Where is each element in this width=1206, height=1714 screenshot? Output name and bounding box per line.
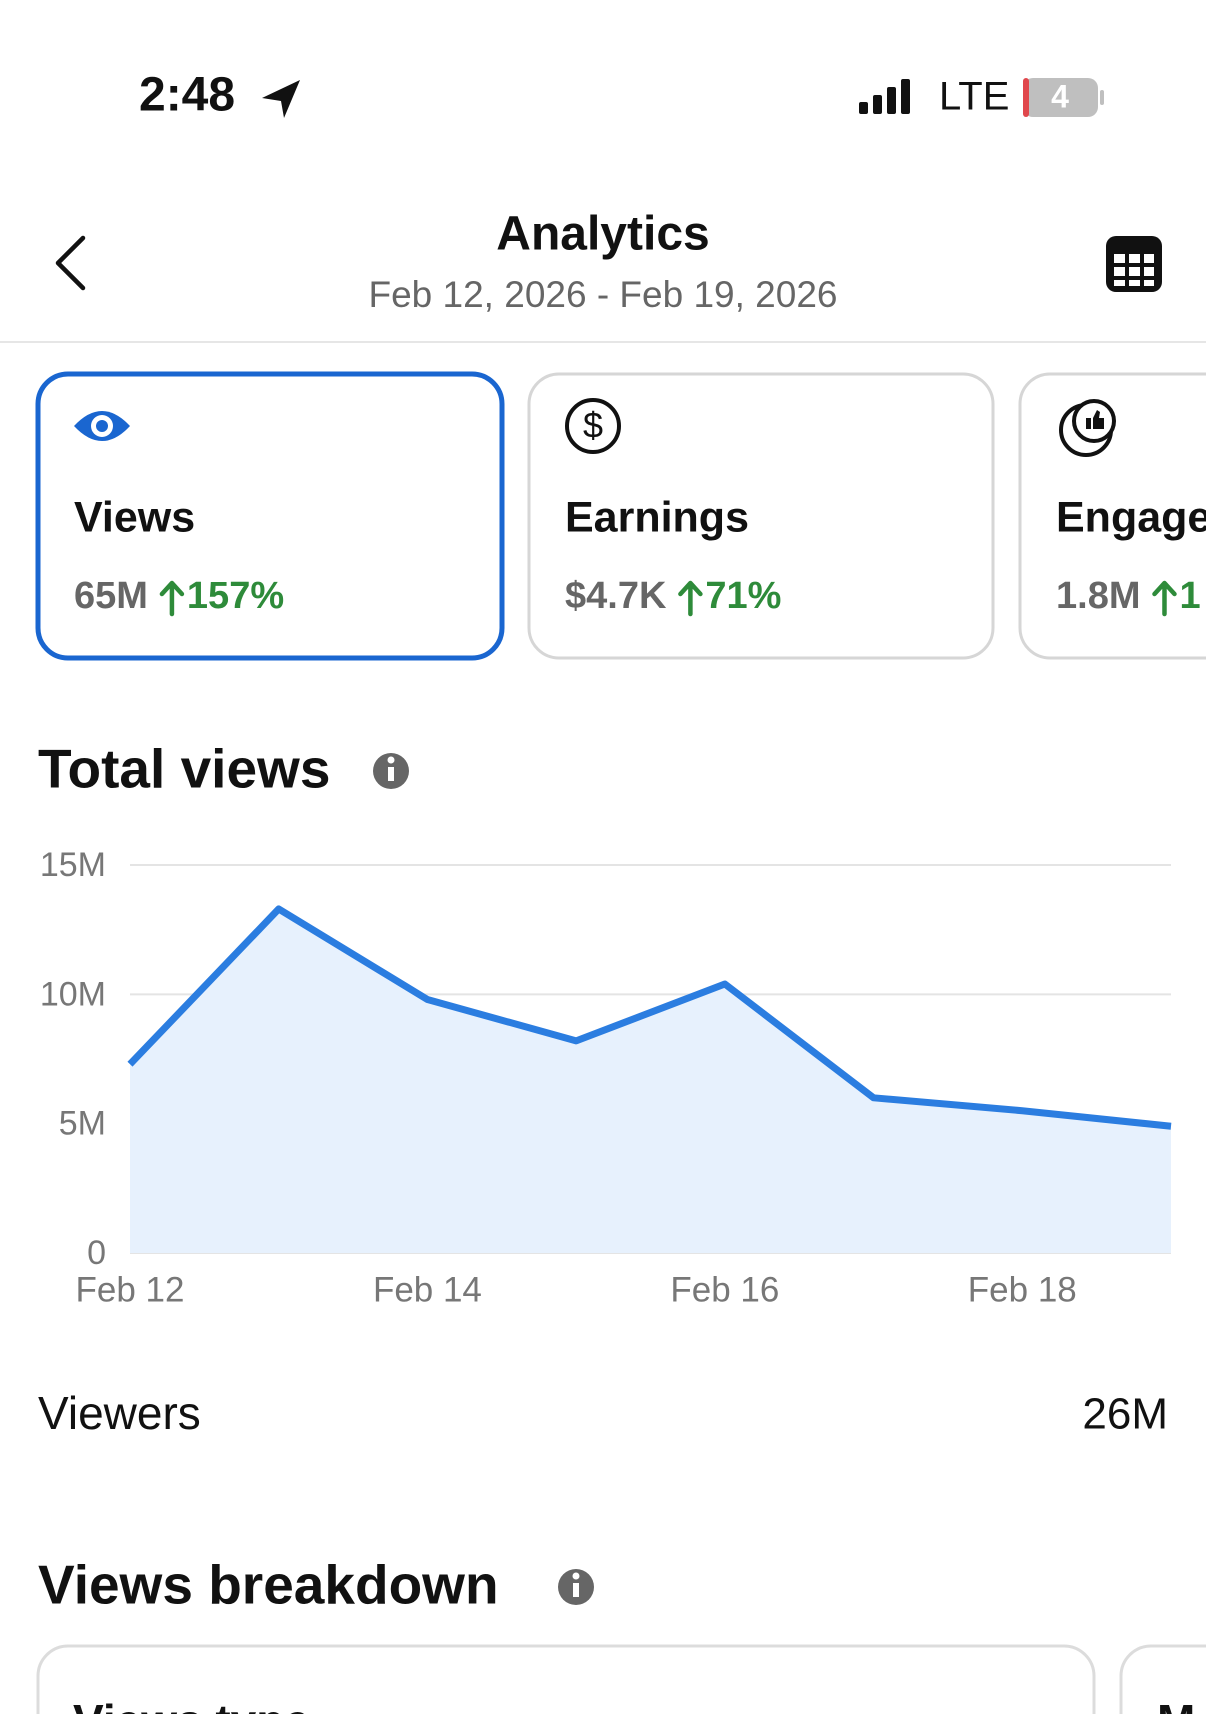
svg-text:$: $ bbox=[583, 405, 603, 446]
metric-value: 1.8M bbox=[1056, 575, 1140, 617]
metric-change: 71% bbox=[705, 575, 781, 617]
metric-label: Earnings bbox=[565, 493, 749, 541]
info-icon[interactable] bbox=[558, 1569, 594, 1605]
x-tick-label: Feb 18 bbox=[968, 1270, 1077, 1309]
earnings-icon: $ bbox=[565, 398, 621, 454]
metric-value: 65M bbox=[74, 575, 148, 617]
viewers-label: Viewers bbox=[38, 1387, 201, 1439]
section-title: Views breakdown bbox=[38, 1554, 499, 1616]
status-time: 2:48 bbox=[139, 69, 235, 122]
metric-card[interactable] bbox=[527, 372, 995, 660]
y-tick-label: 10M bbox=[40, 975, 106, 1013]
views-icon bbox=[74, 411, 130, 441]
location-icon bbox=[262, 80, 300, 118]
metric-label: Engage bbox=[1056, 493, 1206, 541]
y-tick-label: 15M bbox=[40, 846, 106, 884]
metric-label: Views bbox=[74, 493, 195, 541]
viewers-value: 26M bbox=[1082, 1390, 1168, 1439]
line bbox=[127, 905, 1172, 1130]
y-tick-label: 0 bbox=[87, 1234, 106, 1272]
back-button[interactable] bbox=[55, 235, 86, 291]
breakdown-card[interactable] bbox=[36, 1644, 1096, 1714]
x-tick-label: Feb 16 bbox=[670, 1270, 779, 1309]
trend-arrow bbox=[678, 580, 703, 617]
metric-change: 157% bbox=[187, 575, 284, 617]
trend-arrow bbox=[1152, 580, 1177, 617]
metric-value: $4.7K bbox=[565, 575, 667, 617]
info-icon[interactable] bbox=[373, 753, 409, 789]
date-range[interactable]: Feb 12, 2026 - Feb 19, 2026 bbox=[368, 274, 837, 315]
battery-low bbox=[1023, 78, 1029, 117]
engagement-icon bbox=[1059, 399, 1116, 457]
x-tick-label: Feb 12 bbox=[76, 1270, 185, 1309]
y-tick-label: 5M bbox=[59, 1105, 106, 1143]
battery-level: 4 bbox=[1051, 78, 1069, 114]
line-chart: 0 5M 10M 15M Feb 12 Feb 14 Feb 16 Feb 18 bbox=[40, 846, 1172, 1309]
area bbox=[130, 908, 1171, 1253]
breakdown-card-title: Views type bbox=[73, 1695, 310, 1714]
breakdown-card-title: M bbox=[1157, 1695, 1195, 1714]
battery bbox=[1023, 78, 1098, 117]
metric-change: 1 bbox=[1179, 575, 1200, 617]
network-label: LTE bbox=[939, 75, 1009, 119]
breakdown-card[interactable] bbox=[1119, 1644, 1206, 1714]
x-tick-label: Feb 14 bbox=[373, 1270, 482, 1309]
trend-arrow bbox=[159, 580, 185, 617]
calendar-button[interactable] bbox=[1106, 236, 1162, 292]
battery-tip bbox=[1100, 90, 1104, 105]
metric-card[interactable] bbox=[35, 371, 505, 661]
page-title: Analytics bbox=[496, 208, 709, 261]
section-title: Total views bbox=[38, 738, 330, 800]
signal-icon bbox=[859, 79, 910, 114]
